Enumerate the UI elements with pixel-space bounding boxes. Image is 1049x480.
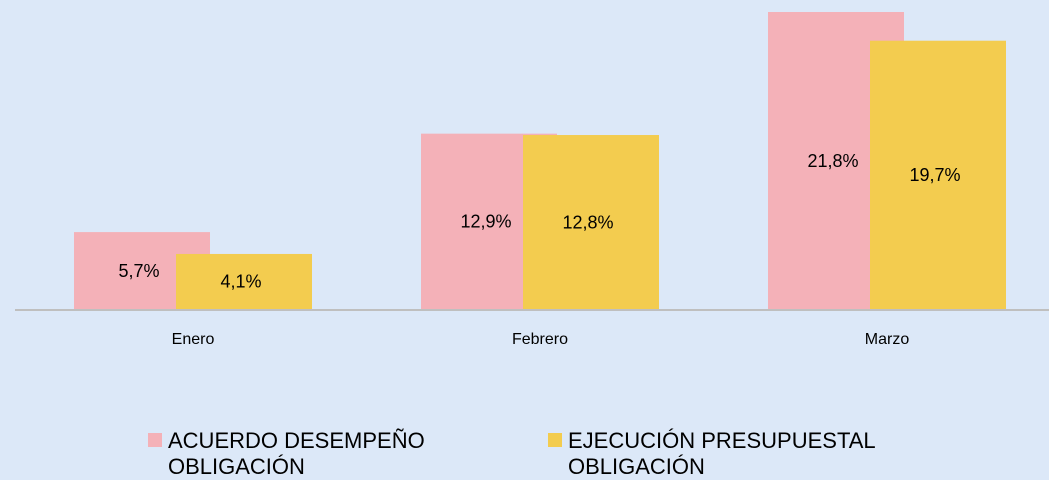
data-label: 12,8% [562,212,613,232]
legend-item: EJECUCIÓN PRESUPUESTAL OBLIGACIÓN [548,428,928,480]
data-label: 21,8% [807,151,858,171]
data-label: 19,7% [909,165,960,185]
x-tick-label: Enero [172,331,215,348]
legend-swatch [148,433,162,447]
data-label: 5,7% [118,261,159,281]
bar [870,40,1006,310]
legend-label: ACUERDO DESEMPEÑO OBLIGACIÓN [168,428,425,479]
bar [523,135,659,310]
legend-label: EJECUCIÓN PRESUPUESTAL OBLIGACIÓN [568,428,875,479]
data-label: 4,1% [220,272,261,292]
legend-swatch [548,433,562,447]
data-label: 12,9% [460,212,511,232]
x-tick-label: Febrero [512,331,568,348]
x-tick-label: Marzo [865,331,910,348]
bar [176,253,312,310]
legend-item: ACUERDO DESEMPEÑO OBLIGACIÓN [148,428,528,480]
